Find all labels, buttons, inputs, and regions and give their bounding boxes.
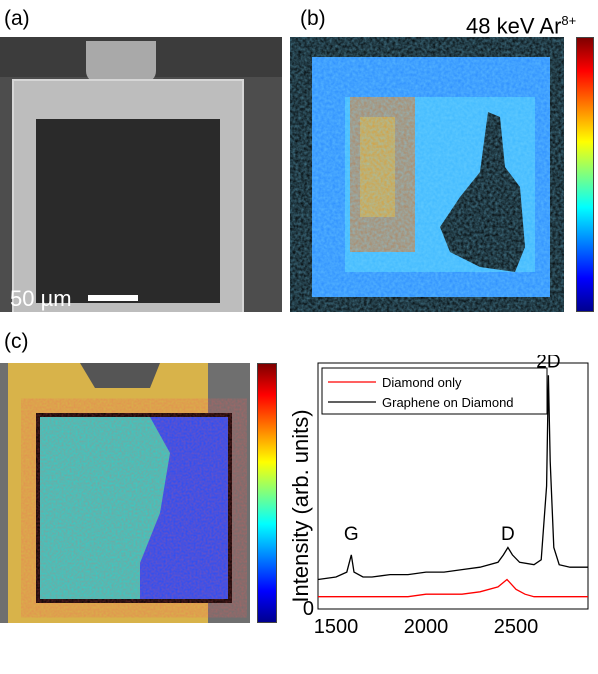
panel-a-label: (a)	[4, 7, 30, 30]
legend-box	[321, 367, 548, 415]
y-axis-label: Intensity (arb. units)	[288, 409, 313, 602]
ion-beam-map	[290, 37, 564, 312]
panel-b-title-superscript: 8+	[561, 13, 577, 28]
peak-label-g: G	[344, 524, 359, 545]
y-tick-label-0: 0	[303, 598, 314, 620]
x-tick-label-2: 2500	[494, 616, 539, 638]
panel-b-title: 48 keV Ar8+	[466, 14, 576, 37]
x-tick-label-1: 2000	[404, 616, 449, 638]
legend-label-0: Diamond only	[382, 375, 462, 390]
legend-label-1: Graphene on Diamond	[382, 395, 514, 410]
sem-membrane	[36, 119, 220, 303]
panel-b-title-text: 48 keV Ar	[466, 13, 562, 39]
series-line-0	[318, 578, 588, 598]
panel-b-label: (b)	[300, 7, 326, 30]
sem-frame-tab	[86, 41, 156, 83]
raman-map-overlay	[0, 363, 250, 623]
panel-c-label: (c)	[4, 330, 29, 353]
series-line-1	[317, 375, 588, 581]
colorbar-b	[576, 37, 594, 312]
colorbar-c	[257, 363, 277, 623]
x-tick-label-0: 1500	[314, 616, 359, 638]
peak-label-d: D	[501, 524, 515, 545]
scale-bar	[88, 295, 138, 301]
scale-bar-label: 50 µm	[10, 286, 72, 311]
map-c-noise	[40, 417, 228, 599]
map-b-noise	[312, 57, 550, 297]
sem-image: 50 µm	[0, 37, 282, 312]
map-c-top-blob	[80, 363, 160, 388]
